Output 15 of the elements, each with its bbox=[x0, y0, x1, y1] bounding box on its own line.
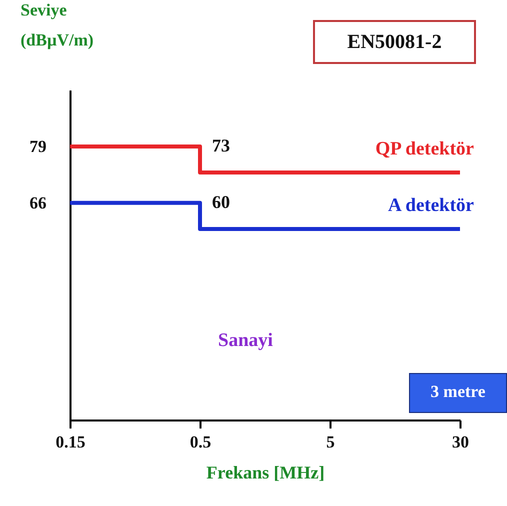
y-tick-label: 66 bbox=[30, 193, 46, 212]
x-tick-label: 0.15 bbox=[56, 432, 86, 452]
data-label: 60 bbox=[212, 192, 230, 212]
x-tick-label: 0.5 bbox=[190, 432, 212, 452]
series-label: A detektör bbox=[388, 194, 475, 216]
text: EN50081-2 bbox=[313, 20, 476, 64]
data-label: 73 bbox=[212, 136, 230, 156]
y-tick-label: 79 bbox=[30, 136, 46, 156]
x-tick-label: 5 bbox=[326, 432, 335, 452]
annotation: Sanayi bbox=[218, 330, 273, 352]
x-axis-title: Frekans [MHz] bbox=[206, 462, 325, 482]
annotation: 3 metre bbox=[409, 373, 507, 413]
y-axis-title: Seviye (dBµV/m) bbox=[20, 0, 94, 50]
x-tick-label: 30 bbox=[452, 432, 469, 452]
series-label: QP detektör bbox=[375, 138, 475, 160]
